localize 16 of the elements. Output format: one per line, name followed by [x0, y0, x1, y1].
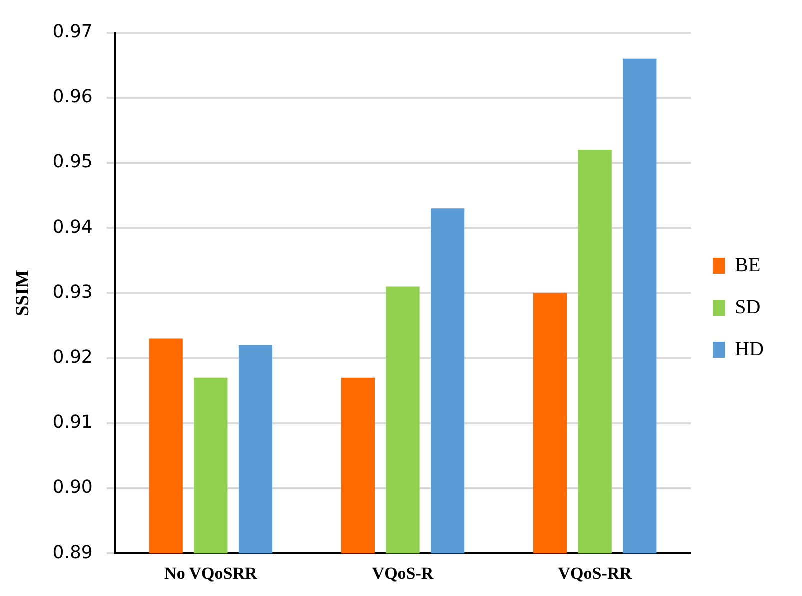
y-tick-label: 0.90 — [52, 477, 93, 498]
y-tick-label: 0.94 — [52, 216, 93, 238]
x-tick-label: VQoS-RR — [558, 564, 633, 584]
y-axis-title: SSIM — [12, 270, 34, 316]
y-tick-label: 0.96 — [52, 86, 93, 108]
legend-label: SD — [735, 296, 761, 318]
x-tick-label: No VQoSRR — [164, 564, 258, 584]
y-tick-label: 0.95 — [52, 152, 93, 173]
legend-label: BE — [735, 254, 761, 276]
y-tick-label: 0.91 — [52, 412, 93, 434]
y-tick-label: 0.92 — [52, 346, 93, 368]
y-tick-label: 0.93 — [52, 282, 93, 303]
y-tick-label: 0.89 — [52, 542, 93, 564]
x-tick-label: VQoS-R — [372, 564, 434, 584]
y-tick-label: 0.97 — [52, 21, 93, 42]
legend-label: HD — [735, 338, 764, 360]
